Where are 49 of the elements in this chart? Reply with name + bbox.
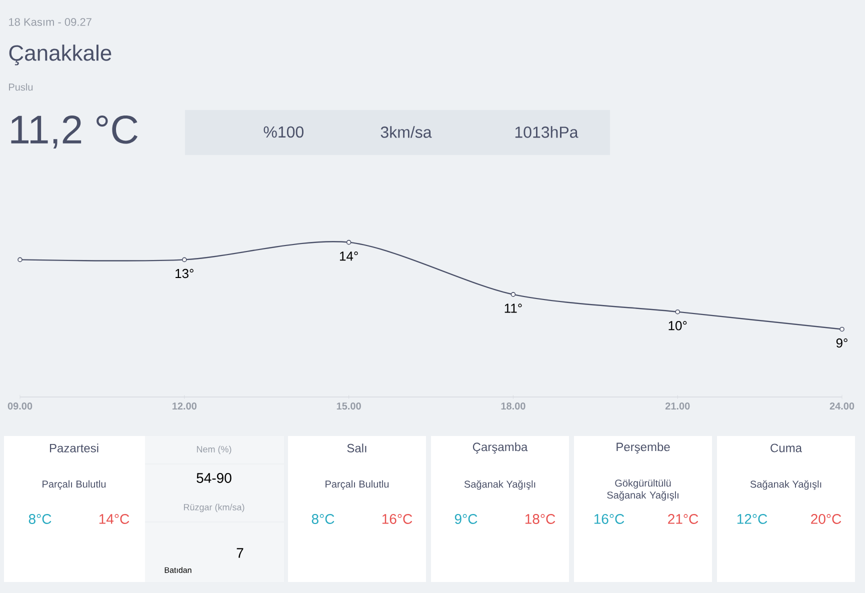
text: Çarşamba [472,442,528,454]
text: Nem (%) [196,446,232,454]
text: Rüzgar (km/sa) [184,504,244,512]
point [675,309,680,314]
text: Parçalı Bulutlu [42,480,106,490]
point [510,292,516,297]
text: 21°C [668,514,698,524]
point [182,257,187,262]
x-tick-label: 18.00 [501,402,526,410]
data-label: 14° [340,252,358,261]
data-label: 10° [668,321,687,330]
text: 54-90 [196,473,232,483]
text: 18°C [525,514,556,524]
text: 9°C [454,514,478,524]
text: 16°C [382,514,412,524]
text: Sağanak Yağışlı [464,480,536,490]
text: 8°C [312,514,334,524]
text: 7 [236,548,244,558]
text: %100 [264,126,304,138]
text: 11,2 °C [11,115,138,149]
text: Pazartesi [50,444,98,452]
text: Batıdan [164,567,192,573]
text: 16°C [594,514,624,524]
x-tick-label: 21.00 [665,402,690,410]
text: Sağanak Yağışlı [750,480,822,490]
text: 12°C [737,514,768,524]
text: Perşembe [616,442,670,454]
text: 20°C [811,514,842,524]
data-label: 13° [176,268,194,278]
text: 14°C [99,514,130,524]
text: 3km/sa [380,126,432,138]
text: Salı [347,444,366,452]
x-tick-label: 24.00 [830,402,854,410]
text: 1013hPa [515,126,578,138]
point [18,257,22,262]
text: Gökgürültülü Sağanak Yağışlı [607,479,678,501]
chart-title: Çanakkale [9,44,112,66]
text: 8°C [28,514,52,524]
text: Parçalı Bulutlu [326,480,389,490]
x-tick-label: 09.00 [8,402,32,410]
data-label: 11° [504,304,522,313]
x-tick-label: 15.00 [336,402,361,410]
data-label: 9° [836,338,848,348]
text: Cuma [770,444,802,452]
chart-subtitle: Puslu [9,83,33,91]
text: 18 Kasım - 09.27 [9,18,92,26]
point [346,240,352,245]
point [840,326,844,332]
x-tick-label: 12.00 [172,402,197,410]
